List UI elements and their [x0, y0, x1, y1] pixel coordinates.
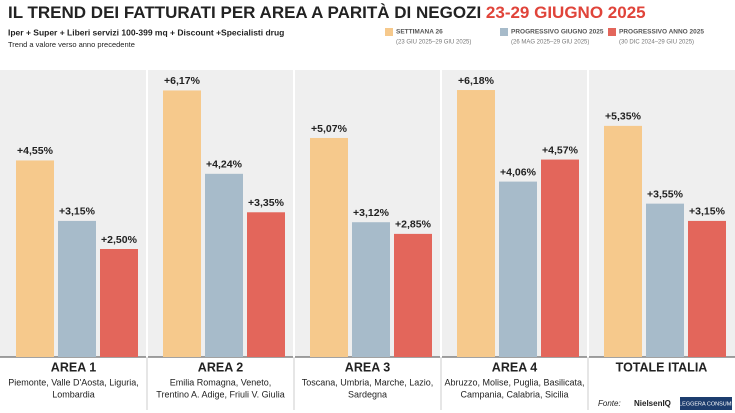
- legend-swatch: [608, 28, 616, 36]
- logo: LEGGERA CONSUMI: [679, 401, 733, 407]
- value-label: +3,15%: [59, 206, 96, 218]
- legend-label: SETTIMANA 26: [396, 29, 443, 36]
- region-label: Lombardia: [52, 389, 95, 399]
- bar: [205, 173, 243, 357]
- value-label: +4,24%: [206, 159, 243, 171]
- region-label: Trentino A. Adige, Friuli V. Giulia: [156, 389, 284, 399]
- legend-label: PROGRESSIVO ANNO 2025: [619, 29, 704, 36]
- region-label: Toscana, Umbria, Marche, Lazio,: [302, 377, 434, 387]
- value-label: +6,17%: [164, 75, 201, 87]
- value-label: +5,07%: [311, 123, 348, 135]
- value-label: +6,18%: [458, 75, 495, 87]
- value-label: +3,15%: [689, 206, 726, 218]
- bar: [58, 220, 96, 357]
- category-label: AREA 2: [198, 360, 243, 374]
- category-label: AREA 4: [492, 360, 537, 374]
- legend-label: PROGRESSIVO GIUGNO 2025: [511, 29, 604, 36]
- category-label: AREA 1: [51, 360, 96, 374]
- bar: [352, 222, 390, 357]
- value-label: +4,57%: [542, 144, 579, 156]
- bar: [499, 181, 537, 357]
- bar: [163, 90, 201, 358]
- value-label: +4,55%: [17, 145, 54, 157]
- bar: [310, 137, 348, 357]
- note: Trend a valore verso anno precedente: [8, 40, 135, 49]
- value-label: +3,12%: [353, 207, 390, 219]
- bar: [247, 212, 285, 357]
- region-label: Campania, Calabria, Sicilia: [460, 389, 568, 399]
- bar: [16, 160, 54, 357]
- chart-title: IL TREND DEI FATTURATI PER AREA A PARITÀ…: [8, 3, 646, 22]
- bar: [604, 125, 642, 357]
- bar: [646, 203, 684, 357]
- bar: [688, 220, 726, 357]
- logo-bg: [680, 397, 732, 410]
- legend-swatch: [500, 28, 508, 36]
- value-label: +3,35%: [248, 197, 285, 209]
- value-label: +2,50%: [101, 234, 138, 246]
- bar: [100, 249, 138, 357]
- region-label: Piemonte, Valle D'Aosta, Liguria,: [8, 377, 139, 387]
- legend-period: (23 GIU 2025–29 GIU 2025): [396, 40, 471, 46]
- value-label: +4,06%: [500, 166, 537, 178]
- category-label: AREA 3: [345, 360, 390, 374]
- value-label: +2,85%: [395, 219, 432, 231]
- bar: [457, 90, 495, 358]
- legend-period: (30 DIC 2024–29 GIU 2025): [619, 40, 694, 46]
- legend-swatch: [385, 28, 393, 36]
- logo: NielsenIQ: [634, 399, 671, 408]
- bar: [394, 233, 432, 357]
- value-label: +5,35%: [605, 111, 642, 123]
- legend-period: (26 MAG 2025–29 GIU 2025): [511, 40, 589, 46]
- value-label: +3,55%: [647, 188, 684, 200]
- category-label: TOTALE ITALIA: [616, 360, 708, 374]
- subtitle: Iper + Super + Liberi servizi 100-399 mq…: [8, 27, 284, 37]
- region-label: Abruzzo, Molise, Puglia, Basilicata,: [444, 377, 584, 387]
- region-label: Emilia Romagna, Veneto,: [170, 377, 272, 387]
- bar: [541, 159, 579, 357]
- region-label: Sardegna: [348, 389, 387, 399]
- source: Fonte:: [598, 399, 621, 408]
